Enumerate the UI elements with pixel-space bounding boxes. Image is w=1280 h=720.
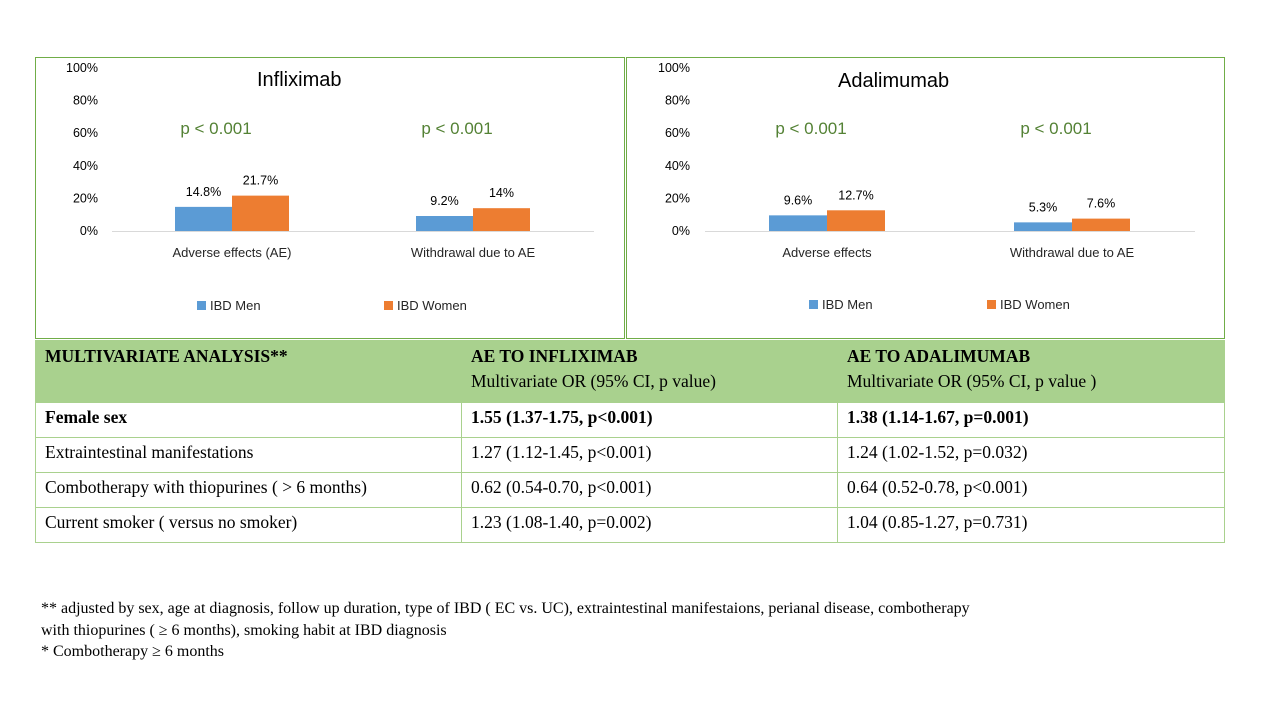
y-tick-label: 40% bbox=[665, 159, 690, 173]
legend-swatch-ibd-women bbox=[384, 301, 393, 310]
y-tick-label: 20% bbox=[73, 191, 98, 205]
y-tick-label: 20% bbox=[665, 191, 690, 205]
y-tick-label: 80% bbox=[665, 94, 690, 108]
category-label: Withdrawal due to AE bbox=[1010, 245, 1135, 260]
footnote-line-3: * Combotherapy ≥ 6 months bbox=[41, 643, 224, 660]
y-tick-label: 0% bbox=[80, 224, 98, 238]
y-tick-label: 100% bbox=[658, 61, 690, 75]
legend-label: IBD Women bbox=[1000, 297, 1070, 312]
p-value-annotation: p < 0.001 bbox=[180, 119, 251, 138]
y-tick-label: 0% bbox=[672, 224, 690, 238]
row-adalimumab: 0.64 (0.52-0.78, p<0.001) bbox=[837, 472, 1225, 508]
category-label: Adverse effects bbox=[782, 245, 872, 260]
bar-ibd-women bbox=[473, 208, 530, 231]
y-tick-label: 40% bbox=[73, 159, 98, 173]
data-label: 9.6% bbox=[784, 193, 813, 207]
bar-ibd-women bbox=[1072, 218, 1130, 231]
data-label: 14% bbox=[489, 186, 514, 200]
row-infliximab: 1.55 (1.37-1.75, p<0.001) bbox=[461, 402, 838, 438]
row-adalimumab: 1.38 (1.14-1.67, p=0.001) bbox=[837, 402, 1225, 438]
table-row: Combotherapy with thiopurines ( > 6 mont… bbox=[35, 472, 1225, 508]
row-label: Extraintestinal manifestations bbox=[35, 437, 462, 473]
data-label: 5.3% bbox=[1029, 200, 1058, 214]
y-tick-label: 80% bbox=[73, 94, 98, 108]
chart-title: Adalimumab bbox=[838, 70, 949, 92]
data-label: 7.6% bbox=[1087, 197, 1116, 211]
p-value-annotation: p < 0.001 bbox=[421, 119, 492, 138]
row-adalimumab: 1.24 (1.02-1.52, p=0.032) bbox=[837, 437, 1225, 473]
header-adalimumab: AE TO ADALIMUMAB Multivariate OR (95% CI… bbox=[837, 340, 1225, 403]
row-label: Female sex bbox=[35, 402, 462, 438]
legend-swatch-ibd-women bbox=[987, 300, 996, 309]
y-tick-label: 100% bbox=[66, 61, 98, 75]
legend-swatch-ibd-men bbox=[197, 301, 206, 310]
data-label: 12.7% bbox=[838, 188, 873, 202]
row-adalimumab: 1.04 (0.85-1.27, p=0.731) bbox=[837, 507, 1225, 543]
category-label: Withdrawal due to AE bbox=[411, 245, 536, 260]
bar-ibd-men bbox=[1014, 222, 1072, 231]
y-tick-label: 60% bbox=[73, 126, 98, 140]
row-label: Combotherapy with thiopurines ( > 6 mont… bbox=[35, 472, 462, 508]
row-label: Current smoker ( versus no smoker) bbox=[35, 507, 462, 543]
bar-ibd-men bbox=[416, 216, 473, 231]
infliximab-chart-svg: 0% 20% 40% 60% 80% 100% Infliximab 14.8% 21.7% Ad… bbox=[66, 61, 594, 313]
header-infliximab-sub: Multivariate OR (95% CI, p value) bbox=[471, 371, 716, 391]
adalimumab-chart: 0% 20% 40% 60% 80% 100% Adalimumab 9.6% 12.7% Adv… bbox=[626, 57, 1225, 339]
p-value-annotation: p < 0.001 bbox=[775, 119, 846, 138]
footnote-line-2: with thiopurines ( ≥ 6 months), smoking … bbox=[41, 621, 447, 639]
header-analysis: MULTIVARIATE ANALYSIS** bbox=[35, 340, 462, 403]
p-value-annotation: p < 0.001 bbox=[1020, 119, 1091, 138]
bar-ibd-men bbox=[175, 206, 232, 231]
legend-label: IBD Men bbox=[822, 297, 873, 312]
row-infliximab: 1.27 (1.12-1.45, p<0.001) bbox=[461, 437, 838, 473]
y-tick-label: 60% bbox=[665, 126, 690, 140]
data-label: 14.8% bbox=[186, 185, 221, 199]
table-row: Current smoker ( versus no smoker) 1.23 … bbox=[35, 507, 1225, 543]
infliximab-chart: 0% 20% 40% 60% 80% 100% Infliximab 14.8% 21.7% Ad… bbox=[35, 57, 625, 339]
adalimumab-chart-svg: 0% 20% 40% 60% 80% 100% Adalimumab 9.6% 12.7% Adv… bbox=[658, 61, 1195, 312]
data-label: 21.7% bbox=[243, 174, 278, 188]
bar-ibd-women bbox=[827, 210, 885, 231]
table-row: Female sex 1.55 (1.37-1.75, p<0.001) 1.3… bbox=[35, 402, 1225, 438]
row-infliximab: 0.62 (0.54-0.70, p<0.001) bbox=[461, 472, 838, 508]
footnotes: ** adjusted by sex, age at diagnosis, fo… bbox=[41, 598, 1221, 663]
multivariate-table: MULTIVARIATE ANALYSIS** AE TO INFLIXIMAB… bbox=[35, 340, 1225, 543]
legend-swatch-ibd-men bbox=[809, 300, 818, 309]
chart-title: Infliximab bbox=[257, 69, 341, 91]
table-header-row: MULTIVARIATE ANALYSIS** AE TO INFLIXIMAB… bbox=[35, 340, 1225, 403]
footnote-line-1: ** adjusted by sex, age at diagnosis, fo… bbox=[41, 600, 970, 617]
bar-ibd-women bbox=[232, 195, 289, 231]
category-label: Adverse effects (AE) bbox=[173, 245, 292, 260]
table-row: Extraintestinal manifestations 1.27 (1.1… bbox=[35, 437, 1225, 473]
legend-label: IBD Women bbox=[397, 298, 467, 313]
header-adalimumab-sub: Multivariate OR (95% CI, p value ) bbox=[847, 371, 1097, 391]
bar-ibd-men bbox=[769, 215, 827, 231]
legend-label: IBD Men bbox=[210, 298, 261, 313]
data-label: 9.2% bbox=[430, 194, 459, 208]
row-infliximab: 1.23 (1.08-1.40, p=0.002) bbox=[461, 507, 838, 543]
header-infliximab: AE TO INFLIXIMAB Multivariate OR (95% CI… bbox=[461, 340, 838, 403]
